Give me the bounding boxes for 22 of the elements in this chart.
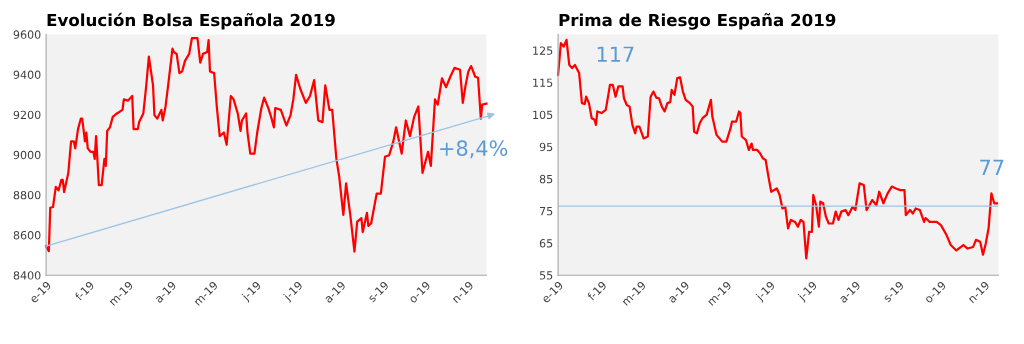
chart-title: Prima de Riesgo España 2019	[559, 13, 836, 30]
y-tick-label: 8400	[13, 271, 41, 280]
annotation: 117	[597, 46, 634, 62]
y-tick-label: 125	[533, 46, 553, 55]
y-tick-label: 9600	[13, 30, 41, 39]
y-tick-label: 65	[539, 239, 553, 248]
x-tick-label: f-19	[74, 280, 95, 302]
y-tick-label: 105	[533, 110, 553, 120]
chart-title: Evolución Bolsa Española 2019	[47, 12, 335, 30]
y-tick-label: 9200	[13, 110, 41, 120]
annotation: +8,4%	[440, 140, 508, 159]
y-tick-label: 85	[539, 174, 553, 184]
y-tick-label: 9000	[13, 150, 41, 160]
y-tick-label: 95	[539, 142, 553, 152]
y-tick-label: 75	[539, 207, 553, 216]
x-tick-label: f-19	[586, 280, 608, 302]
annotation: 77	[980, 159, 1004, 175]
y-tick-label: 8600	[13, 231, 41, 240]
y-tick-label: 9400	[13, 70, 41, 79]
y-tick-label: 115	[533, 78, 553, 87]
y-tick-label: 8800	[13, 190, 41, 200]
y-tick-label: 55	[539, 271, 553, 280]
